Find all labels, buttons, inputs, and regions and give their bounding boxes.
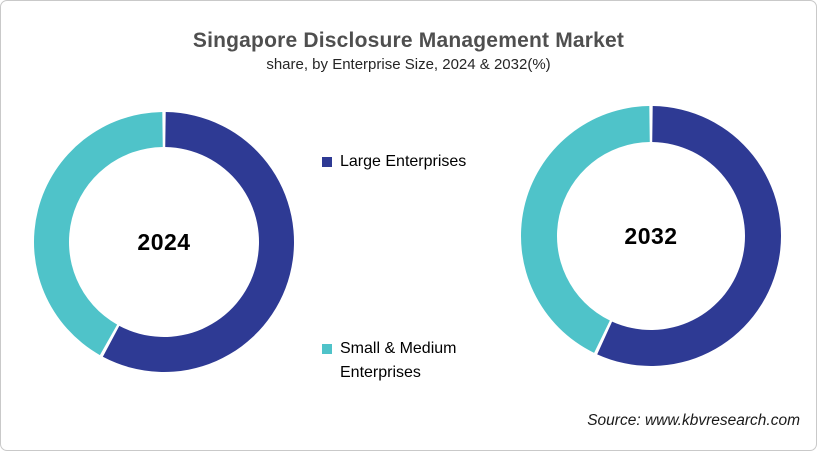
source-text: Source: www.kbvresearch.com — [587, 412, 800, 429]
donut-slice-large-enterprises — [102, 112, 294, 372]
legend-swatch-small-medium-enterprises-icon — [322, 344, 332, 354]
donut-slice-small-medium-enterprises — [33, 112, 163, 356]
legend-label-large-enterprises: Large Enterprises — [340, 153, 467, 170]
donut-chart-2024: 2024 — [33, 111, 295, 373]
chart-subtitle: share, by Enterprise Size, 2024 & 2032(%… — [266, 56, 551, 73]
legend-item-small-medium-enterprises: Small & Medium Enterprises — [322, 337, 492, 385]
donut-chart-2032: 2032 — [520, 105, 782, 367]
donut-slice-large-enterprises — [597, 106, 781, 366]
donut-2032-svg — [521, 106, 781, 366]
donut-2024-center-label: 2024 — [137, 228, 191, 255]
legend-swatch-large-enterprises-icon — [322, 157, 332, 167]
legend-label-small-medium-enterprises: Small & Medium Enterprises — [340, 340, 457, 381]
legend-item-large-enterprises: Large Enterprises — [322, 150, 466, 174]
donut-slice-small-medium-enterprises — [521, 106, 650, 353]
donut-2032-center-label: 2032 — [624, 222, 678, 249]
donut-2024-svg — [33, 112, 294, 372]
chart-title: Singapore Disclosure Management Market — [192, 29, 625, 52]
